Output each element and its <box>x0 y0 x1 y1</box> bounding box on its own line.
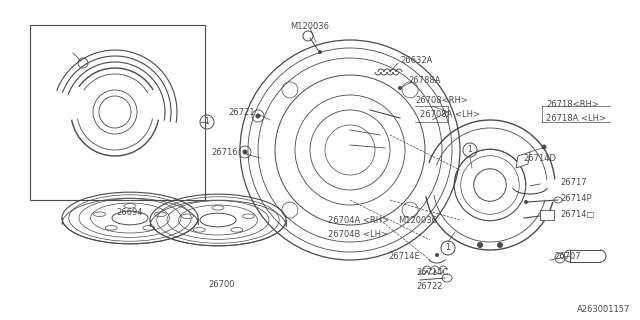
Polygon shape <box>516 152 530 168</box>
Bar <box>540 210 554 220</box>
Circle shape <box>318 50 322 54</box>
Text: 26714C: 26714C <box>416 268 449 277</box>
Circle shape <box>497 242 503 248</box>
Text: 1: 1 <box>445 244 451 252</box>
Circle shape <box>435 253 439 257</box>
Text: M120036: M120036 <box>291 22 330 31</box>
Text: 26721: 26721 <box>228 108 255 117</box>
Text: 26716: 26716 <box>211 148 238 157</box>
Circle shape <box>398 86 402 90</box>
Text: 26707: 26707 <box>554 252 580 261</box>
Text: 26718<RH>: 26718<RH> <box>546 100 599 109</box>
Text: 26700: 26700 <box>209 280 236 289</box>
Circle shape <box>477 242 483 248</box>
Text: 26714□: 26714□ <box>560 210 595 219</box>
Text: 26632A: 26632A <box>400 56 433 65</box>
Text: A263001157: A263001157 <box>577 305 630 314</box>
Text: 26717: 26717 <box>560 178 587 187</box>
Text: 26788A: 26788A <box>408 76 440 85</box>
Text: M120036: M120036 <box>398 216 437 225</box>
Text: 26708<RH>: 26708<RH> <box>415 96 468 105</box>
Text: 26714P: 26714P <box>560 194 591 203</box>
Text: 26714D: 26714D <box>523 154 556 163</box>
Circle shape <box>243 149 248 155</box>
Circle shape <box>541 145 547 149</box>
Text: 26704B <LH>: 26704B <LH> <box>328 230 388 239</box>
Text: 26718A <LH>: 26718A <LH> <box>546 114 606 123</box>
Text: 1: 1 <box>205 117 209 126</box>
Text: 26722: 26722 <box>416 282 442 291</box>
Text: 26708A <LH>: 26708A <LH> <box>420 110 480 119</box>
Text: 26704A <RH>: 26704A <RH> <box>328 216 389 225</box>
Circle shape <box>255 114 260 118</box>
Text: 26714E: 26714E <box>388 252 420 261</box>
Bar <box>30 25 205 200</box>
Circle shape <box>524 200 528 204</box>
Text: 1: 1 <box>468 146 472 155</box>
Text: 26694: 26694 <box>116 208 143 217</box>
